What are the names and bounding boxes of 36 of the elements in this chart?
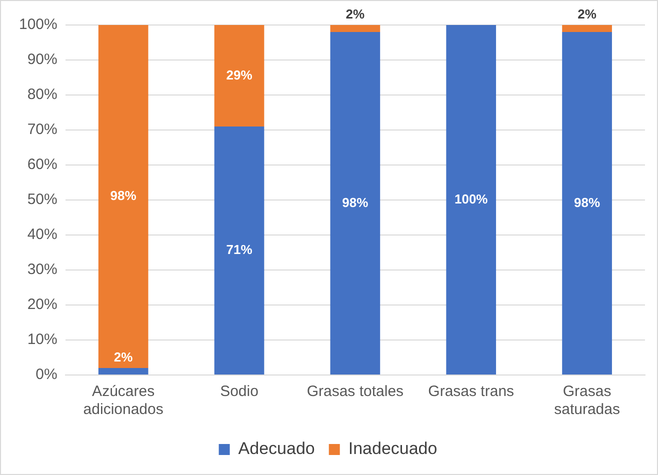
x-tick-label: Azúcares adicionados	[83, 383, 164, 418]
bar	[214, 126, 264, 374]
y-tick-label: 60%	[27, 156, 58, 174]
x-tick-label: Sodio	[220, 383, 258, 400]
data-label: 98%	[574, 194, 600, 210]
y-tick-label: 40%	[27, 226, 58, 244]
y-tick-label: 90%	[27, 51, 58, 68]
data-label: 100%	[454, 191, 488, 206]
data-label: 2%	[578, 6, 597, 22]
x-tick-label: Grasas totales	[306, 383, 404, 400]
y-tick-label: 100%	[18, 16, 58, 34]
bar	[98, 25, 148, 368]
x-tick-label: Grasas saturadas	[554, 383, 620, 418]
data-label: 98%	[110, 188, 137, 204]
bar	[330, 25, 380, 32]
bar	[98, 368, 148, 374]
legend-label: Adecuado	[238, 439, 315, 458]
bar	[446, 25, 496, 374]
x-tick-label: Grasas trans	[428, 383, 514, 400]
y-tick-label: 70%	[27, 121, 58, 138]
y-tick-label: 20%	[27, 296, 58, 314]
y-tick-label: 0%	[36, 366, 58, 384]
data-label: 98%	[342, 194, 369, 210]
bar	[562, 25, 612, 32]
legend-label: Inadecuado	[348, 439, 438, 458]
data-label: 2%	[346, 6, 366, 22]
y-tick-label: 80%	[27, 86, 58, 104]
data-label: 2%	[114, 350, 134, 365]
data-label: 29%	[226, 67, 253, 82]
y-tick-label: 50%	[27, 191, 58, 208]
y-tick-label: 30%	[27, 261, 58, 278]
bar	[330, 32, 380, 374]
y-tick-label: 10%	[27, 331, 58, 348]
bar	[214, 25, 264, 126]
data-label: 71%	[226, 242, 253, 258]
bar	[562, 32, 612, 374]
